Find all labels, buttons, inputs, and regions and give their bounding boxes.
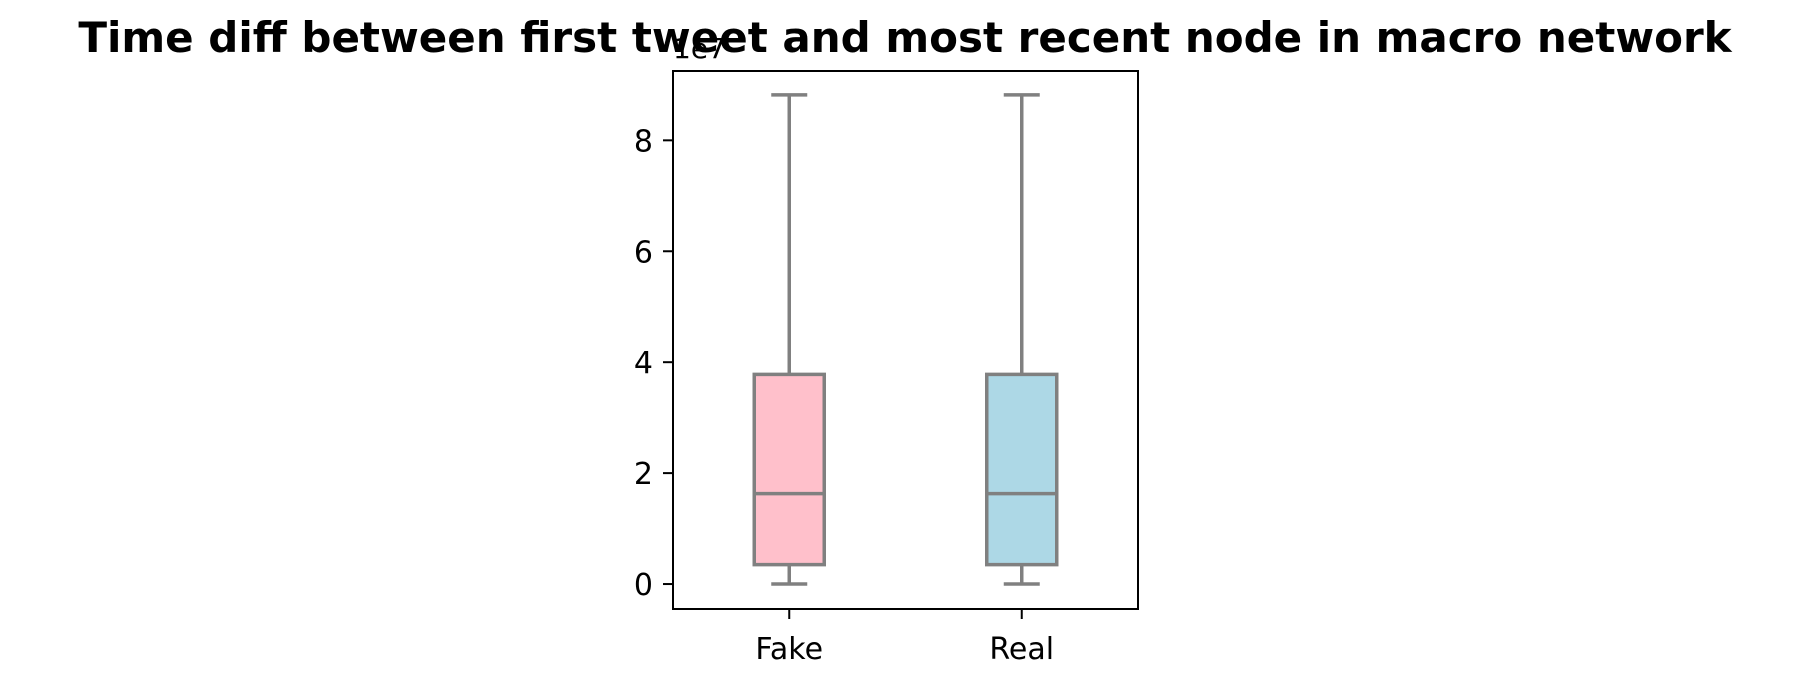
box-fake [752,372,826,567]
y-tick-label: 0 [634,568,653,603]
y-tick-label: 6 [634,235,653,270]
plot-area: 0 2 4 6 8 Fake Real [634,70,1139,667]
axes-frame [672,70,1139,610]
y-tick-label: 2 [634,457,653,492]
x-tick-label: Real [989,632,1054,667]
box-real [985,372,1059,567]
x-tick-label: Fake [755,632,823,667]
chart-title: Time diff between first tweet and most r… [78,13,1732,62]
y-tick-label: 8 [634,124,653,159]
y-tick-label: 4 [634,346,653,381]
y-axis-offset-label: 1e7 [673,32,726,65]
